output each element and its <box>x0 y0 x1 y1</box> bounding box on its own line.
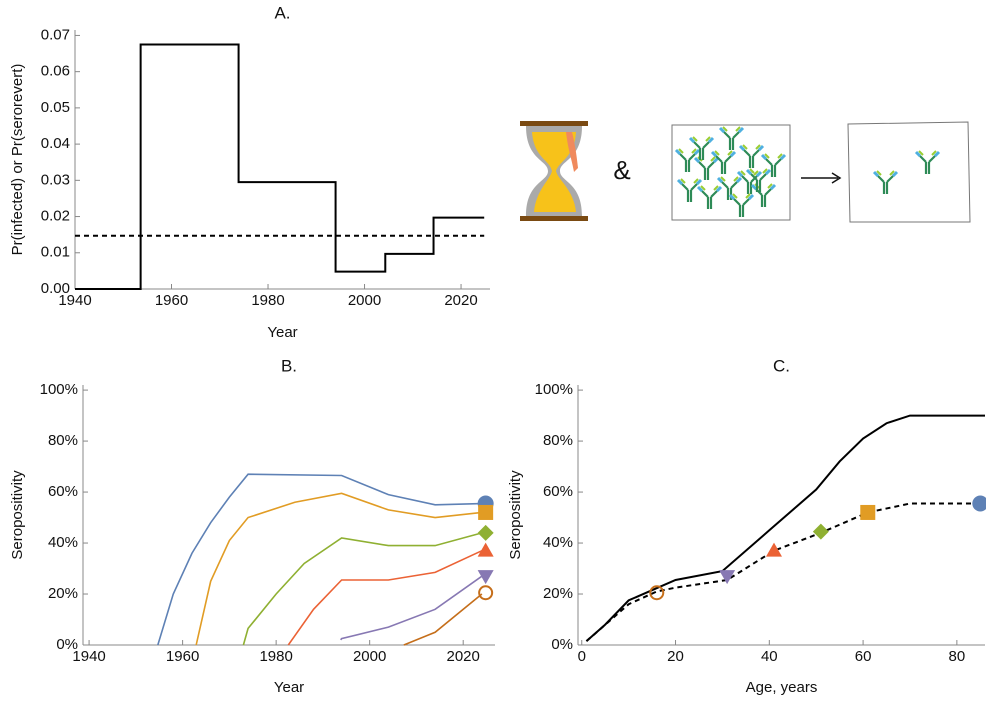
y-tick-label: 20% <box>48 585 78 602</box>
x-tick-label: 40 <box>761 648 778 665</box>
y-tick-label: 0.07 <box>41 26 70 43</box>
y-tick-label: 0% <box>56 636 78 653</box>
y-tick-label: 60% <box>543 483 573 500</box>
chart-title: B. <box>281 356 297 375</box>
series-line <box>586 416 985 642</box>
marker <box>479 586 492 599</box>
y-tick-label: 0.06 <box>41 63 70 80</box>
hourglass <box>520 121 588 221</box>
x-tick-label: 2000 <box>348 292 381 309</box>
y-axis-label: Seropositivity <box>507 470 524 560</box>
y-tick-label: 80% <box>543 432 573 449</box>
x-tick-label: 0 <box>578 648 586 665</box>
series-line <box>75 44 484 289</box>
x-tick-label: 20 <box>667 648 684 665</box>
x-tick-label: 80 <box>949 648 966 665</box>
y-tick-label: 20% <box>543 585 573 602</box>
series-line <box>404 594 482 645</box>
y-tick-label: 0.05 <box>41 99 70 116</box>
chart-title: A. <box>274 3 290 22</box>
y-axis-label: Seropositivity <box>9 470 26 560</box>
x-tick-label: 60 <box>855 648 872 665</box>
connector: & <box>613 155 630 185</box>
many-antibodies <box>672 125 790 220</box>
series-line <box>243 533 482 645</box>
y-tick-label: 80% <box>48 432 78 449</box>
chart: C. Age, years Seropositivity 0 20 40 60 80 0% 20%… <box>507 356 986 695</box>
x-tick-label: 1980 <box>259 648 292 665</box>
marker <box>813 524 829 540</box>
y-tick-label: 0.00 <box>41 280 70 297</box>
y-tick-label: 0.03 <box>41 171 70 188</box>
y-tick-label: 40% <box>48 534 78 551</box>
figure: & A. Year Pr(infected) or Pr(serorevert) 19… <box>0 0 986 702</box>
marker <box>860 505 875 520</box>
series-line <box>341 576 482 640</box>
marker <box>478 543 494 557</box>
y-tick-label: 0% <box>551 636 573 653</box>
chart-title: C. <box>773 356 790 375</box>
marker <box>766 543 782 557</box>
x-axis-label: Year <box>267 324 297 341</box>
arrow <box>801 173 840 183</box>
y-axis-label: Pr(infected) or Pr(serorevert) <box>9 64 26 256</box>
x-tick-label: 2020 <box>447 648 480 665</box>
x-tick-label: 1980 <box>251 292 284 309</box>
marker <box>478 505 493 520</box>
y-tick-label: 100% <box>535 381 573 398</box>
marker <box>972 496 986 512</box>
series-line <box>196 493 482 645</box>
y-tick-label: 100% <box>40 381 78 398</box>
series-line <box>586 504 985 642</box>
x-tick-label: 2020 <box>444 292 477 309</box>
marker <box>478 525 494 541</box>
y-tick-label: 0.04 <box>41 135 70 152</box>
y-tick-label: 60% <box>48 483 78 500</box>
y-tick-label: 0.02 <box>41 208 70 225</box>
x-tick-label: 1960 <box>166 648 199 665</box>
series-line <box>288 551 482 645</box>
illustration: & <box>520 121 970 222</box>
x-axis-label: Year <box>274 679 304 696</box>
y-tick-label: 0.01 <box>41 244 70 261</box>
x-axis-label: Age, years <box>746 679 818 696</box>
x-tick-label: 2000 <box>353 648 386 665</box>
series-line <box>158 474 482 645</box>
few-antibodies <box>848 122 970 222</box>
y-tick-label: 40% <box>543 534 573 551</box>
x-tick-label: 1960 <box>155 292 188 309</box>
